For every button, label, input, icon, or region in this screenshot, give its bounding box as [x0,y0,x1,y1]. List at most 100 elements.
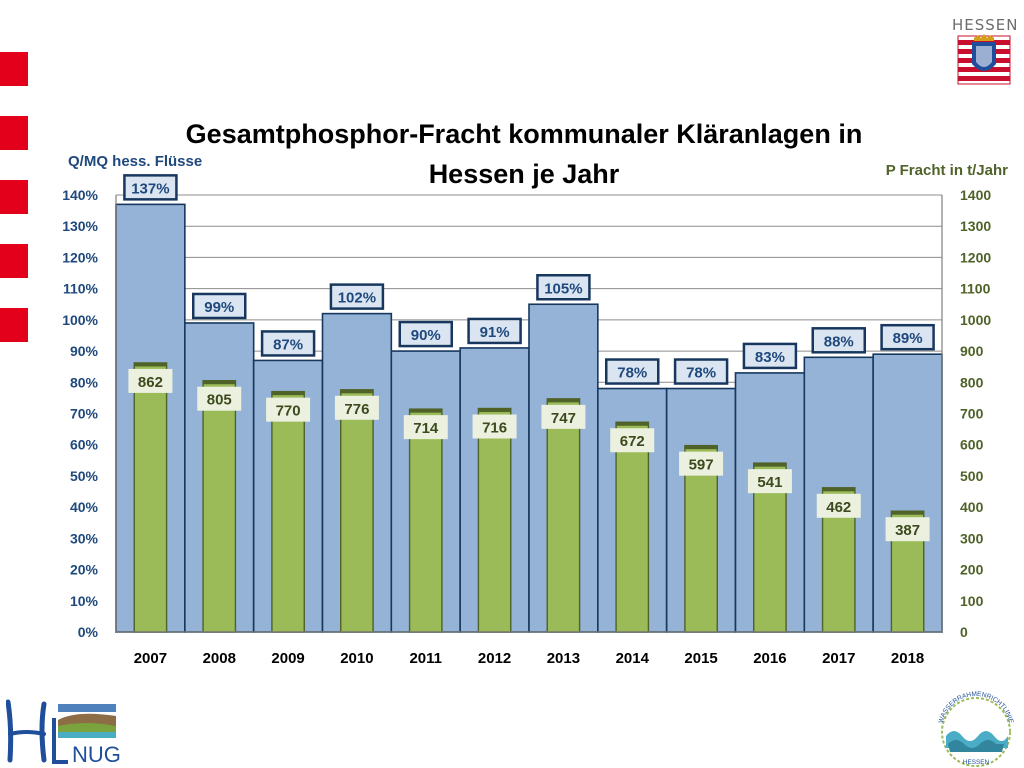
x-tick-label: 2014 [616,650,650,667]
data-label-box [329,283,385,310]
data-label-p-fracht: 541 [757,474,782,491]
data-label-q-mq: 91% [480,324,510,341]
data-label-q-mq: 89% [893,330,923,347]
bar-p-fracht-cap [891,511,924,515]
data-label-p-fracht: 862 [138,374,163,391]
x-tick-label: 2007 [134,650,167,667]
x-tick-label: 2016 [753,650,786,667]
y-right-tick-label: 1400 [960,187,991,203]
data-label-p-fracht: 747 [551,410,576,427]
y-left-tick-label: 140% [62,187,98,203]
y-right-tick-label: 1000 [960,312,991,328]
y-left-tick-label: 20% [70,562,99,578]
data-label-q-mq: 99% [204,299,234,316]
bar-p-fracht-cap [547,398,580,403]
data-label-box [266,397,311,422]
data-label-p-fracht: 805 [207,392,232,409]
bar-p-fracht-cap [409,409,442,413]
chart-title-line-1: Gesamtphosphor-Fracht kommunaler Kläranl… [186,119,863,149]
x-tick-label: 2018 [891,650,924,667]
y-right-tick-label: 500 [960,468,984,484]
y-left-tick-label: 100% [62,312,98,328]
y-right-tick-label: 200 [960,562,984,578]
data-label-box [403,415,448,440]
y-right-tick-label: 700 [960,406,984,422]
red-side-tab [0,180,28,214]
data-label-box [398,320,453,348]
y-left-tick-label: 120% [62,249,98,265]
data-label-box [679,451,724,476]
y-left-tick-label: 30% [70,530,99,546]
data-label-q-mq: 137% [131,180,169,197]
data-label-q-mq: 105% [544,280,582,297]
bar-p-fracht-cap [478,408,511,413]
red-side-tab [0,52,28,86]
data-label-box [197,386,242,411]
y-right-tick-label: 1300 [960,218,991,234]
data-label-q-mq: 78% [686,365,716,382]
bar-p-fracht-cap [340,389,374,394]
data-label-p-fracht: 776 [344,401,369,418]
y-right-tick-label: 0 [960,624,968,640]
hlnug-logo: NUG [6,699,121,766]
y-left-axis-label: Q/MQ hess. Flüsse [68,153,202,170]
red-side-tab [0,116,28,150]
bar-p-fracht-cap [616,422,649,426]
data-label-box [885,517,930,542]
data-label-p-fracht: 672 [620,433,645,450]
data-label-p-fracht: 714 [413,420,439,437]
bar-p-fracht [133,362,168,633]
data-label-box [610,428,655,453]
x-tick-label: 2012 [478,650,511,667]
data-label-box [192,292,247,320]
y-left-tick-label: 0% [78,624,99,640]
y-right-tick-label: 1200 [960,249,991,265]
data-label-p-fracht: 462 [826,499,851,516]
y-right-tick-label: 900 [960,343,984,359]
data-label-box [541,404,586,429]
bar-p-fracht [202,380,237,633]
data-label-box [747,469,792,494]
data-label-box [673,358,729,385]
y-right-tick-label: 800 [960,374,984,390]
bar-p-fracht-cap [271,391,305,396]
bar-p-fracht-cap [134,362,167,367]
y-left-tick-label: 40% [70,499,99,515]
x-tick-label: 2015 [684,650,717,667]
bar-p-fracht [408,408,443,633]
svg-text:HESSEN: HESSEN [963,759,990,766]
x-tick-label: 2013 [547,650,580,667]
x-tick-label: 2017 [822,650,855,667]
data-label-box [536,274,591,301]
data-label-box [742,342,798,370]
red-side-tab [0,308,28,342]
bar-p-fracht [615,421,650,633]
data-label-p-fracht: 716 [482,420,507,437]
svg-text:NUG: NUG [72,742,121,766]
data-label-q-mq: 88% [824,333,854,350]
data-label-p-fracht: 387 [895,522,920,539]
y-left-tick-label: 90% [70,343,99,359]
x-tick-label: 2008 [203,650,236,667]
bar-p-fracht [546,398,581,633]
y-left-tick-label: 70% [70,406,99,422]
bar-p-fracht [477,407,512,633]
y-right-axis-label: P Fracht in t/Jahr [886,162,1008,179]
x-tick-label: 2010 [340,650,373,667]
bar-p-fracht-cap [822,487,855,492]
data-label-box [811,327,866,354]
y-left-tick-label: 130% [62,218,98,234]
chart-title-line-2: Hessen je Jahr [429,159,620,189]
y-left-tick-label: 10% [70,593,99,609]
y-left-tick-label: 60% [70,437,99,453]
data-label-q-mq: 83% [755,349,785,366]
data-label-box [260,330,316,357]
bar-p-fracht [684,444,718,633]
y-left-tick-label: 110% [63,281,99,297]
y-left-tick-label: 50% [70,468,99,484]
y-left-tick-label: 80% [70,374,99,390]
bar-p-fracht-cap [203,380,236,385]
hessen-logo: HESSEN [952,16,1019,91]
hessen-label: HESSEN [952,16,1019,34]
